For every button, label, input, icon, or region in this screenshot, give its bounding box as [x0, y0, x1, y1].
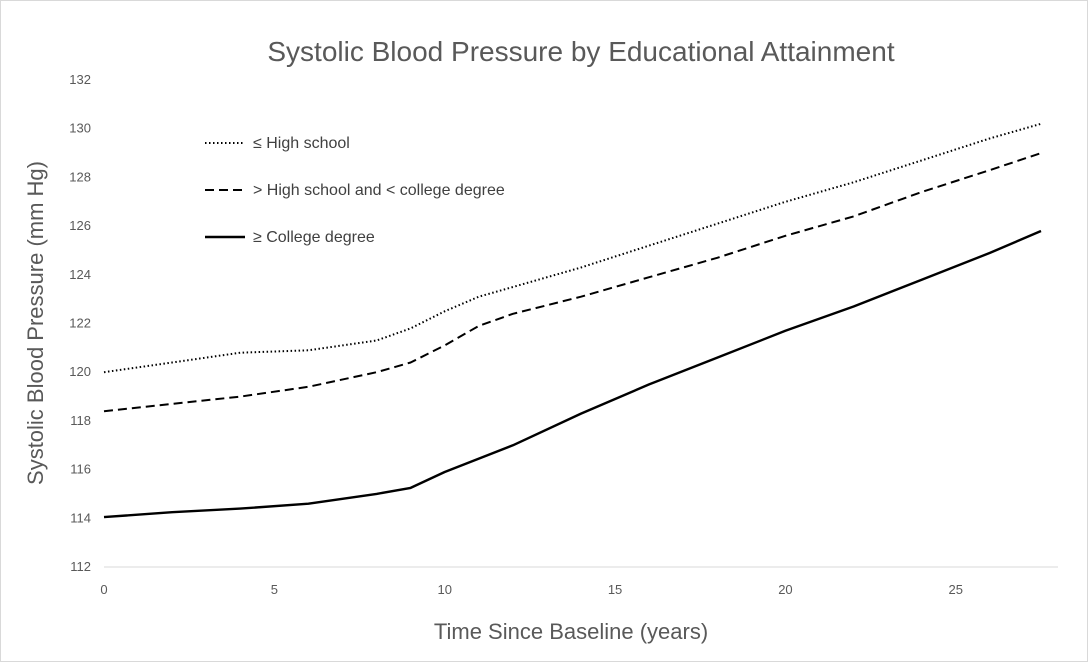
- legend: ≤ High school > High school and < college…: [205, 135, 505, 246]
- y-tick-label: 112: [70, 559, 91, 574]
- x-tick-label: 10: [437, 582, 451, 597]
- x-tick-label: 0: [100, 582, 107, 597]
- x-tick-labels: 0 5 10 15 20 25: [100, 582, 963, 597]
- series-line-dotted: [103, 122, 1042, 374]
- y-tick-label: 114: [70, 510, 91, 525]
- legend-label: ≤ High school: [253, 135, 350, 152]
- series-line-solid: [103, 229, 1042, 519]
- y-tick-label: 128: [69, 169, 91, 184]
- x-tick-label: 5: [271, 582, 278, 597]
- series-layer: [103, 122, 1042, 519]
- y-tick-label: 126: [69, 218, 91, 233]
- y-tick-labels: 112 114 116 118 120 122 124 126 128 130 132: [69, 72, 91, 574]
- y-axis-title: Systolic Blood Pressure (mm Hg): [23, 161, 48, 485]
- x-tick-label: 20: [778, 582, 792, 597]
- y-tick-label: 124: [69, 267, 91, 282]
- y-tick-label: 116: [70, 462, 91, 477]
- legend-label: ≥ College degree: [253, 229, 375, 246]
- chart-title: Systolic Blood Pressure by Educational A…: [267, 36, 894, 67]
- x-axis-title: Time Since Baseline (years): [434, 619, 708, 644]
- y-tick-label: 132: [69, 72, 91, 87]
- y-tick-label: 130: [69, 121, 91, 136]
- y-tick-label: 120: [69, 364, 91, 379]
- y-tick-label: 122: [69, 316, 91, 331]
- series-line-dashed: [103, 152, 1042, 413]
- x-tick-label: 15: [608, 582, 622, 597]
- legend-label: > High school and < college degree: [253, 182, 505, 199]
- y-tick-label: 118: [70, 413, 91, 428]
- x-tick-label: 25: [949, 582, 963, 597]
